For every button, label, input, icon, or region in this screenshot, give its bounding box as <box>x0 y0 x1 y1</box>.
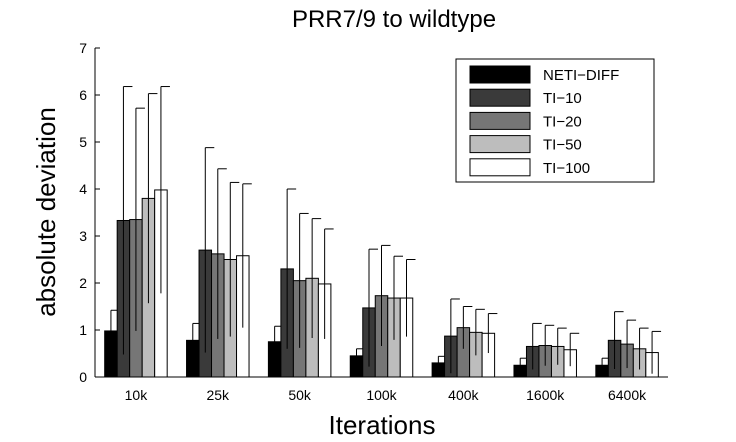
legend-label: TI−50 <box>543 137 582 154</box>
legend: NETI−DIFF TI−10 TI−20 TI−50 TI−100 <box>455 58 655 183</box>
y-tick-label: 6 <box>79 87 87 103</box>
legend-swatch <box>469 88 531 107</box>
plot-area: 0 1 2 3 4 5 6 7 10k 25k 50k 100k 400k 1600k 6400k <box>79 40 668 403</box>
y-tick-label: 4 <box>79 181 87 197</box>
legend-swatch <box>469 65 531 84</box>
legend-swatch <box>469 135 531 154</box>
y-tick-label: 7 <box>79 40 87 56</box>
y-tick-label: 0 <box>79 369 87 385</box>
legend-swatch <box>469 111 531 130</box>
y-tick-label: 5 <box>79 134 87 150</box>
legend-label: TI−10 <box>543 90 582 107</box>
x-axis-title: Iterations <box>329 410 436 440</box>
x-tick-label: 1600k <box>526 387 565 403</box>
x-tick-label: 100k <box>366 387 397 403</box>
y-tick-label: 1 <box>79 322 87 338</box>
y-axis-title: absolute deviation <box>31 107 61 317</box>
y-tick-label: 3 <box>79 228 87 244</box>
legend-label: TI−100 <box>543 160 590 177</box>
x-tick-label: 25k <box>206 387 230 403</box>
x-tick-label: 10k <box>125 387 149 403</box>
legend-label: NETI−DIFF <box>543 67 619 84</box>
y-tick-label: 2 <box>79 275 87 291</box>
legend-swatch <box>469 158 531 177</box>
chart-title: PRR7/9 to wildtype <box>292 6 496 33</box>
x-tick-label: 50k <box>288 387 312 403</box>
x-tick-label: 6400k <box>608 387 647 403</box>
legend-label: TI−20 <box>543 113 582 130</box>
x-tick-label: 400k <box>448 387 479 403</box>
